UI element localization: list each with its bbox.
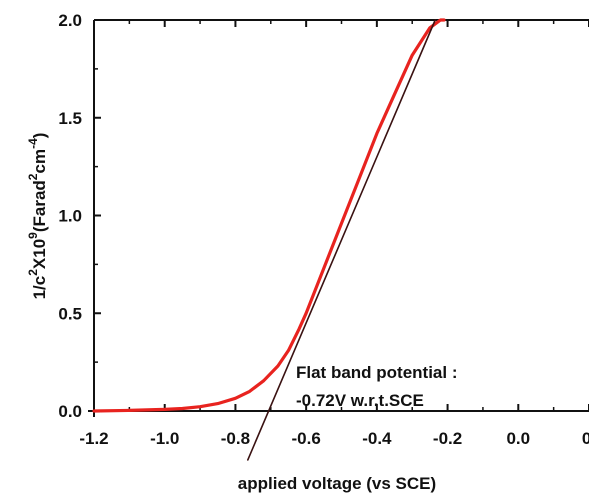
y-axis-title-mid: X10 [30, 239, 49, 269]
measured-curve [92, 18, 446, 413]
plot-axes [88, 19, 589, 417]
x-tick-labels: -1.2 -1.0 -0.8 -0.6 -0.4 -0.2 0.0 0. [79, 429, 589, 448]
y-axis-title-sup4: -4 [26, 138, 40, 149]
x-tick-label: -1.0 [150, 429, 179, 448]
series-layer [92, 18, 446, 461]
y-axis-title-sup1: 2 [26, 269, 40, 276]
y-tick-label: 1.0 [58, 207, 82, 226]
x-axis-title: applied voltage (vs SCE) [238, 474, 436, 493]
annotation-line-1: Flat band potential : [296, 363, 458, 382]
x-tick-label: -0.2 [433, 429, 462, 448]
y-tick-labels: 0.0 0.5 1.0 1.5 2.0 [58, 11, 82, 421]
y-axis-title-paren-close: ) [30, 133, 49, 139]
y-axis-title-sup3: 2 [26, 173, 40, 180]
y-tick-label: 1.5 [58, 109, 82, 128]
x-tick-label: 0.0 [506, 429, 530, 448]
y-tick-label: 0.0 [58, 402, 82, 421]
fit-line [247, 19, 437, 461]
y-tick-label: 0.5 [58, 304, 82, 323]
axis-ticks [93, 19, 589, 412]
x-tick-label: -0.8 [221, 429, 250, 448]
annotation-line-2: -0.72V w.r.t.SCE [296, 391, 424, 410]
y-axis-title-unit: cm [30, 149, 49, 174]
y-axis-title-sup2: 9 [26, 232, 40, 239]
y-axis-title-base: 1/c [30, 276, 49, 300]
x-tick-label: -0.6 [291, 429, 320, 448]
x-tick-label: -0.4 [362, 429, 392, 448]
y-tick-label: 2.0 [58, 11, 82, 30]
y-axis-title-paren-open: (Farad [30, 180, 49, 232]
y-axis-title: 1/c2X109(Farad2cm-4) [26, 133, 49, 300]
x-tick-label: -1.2 [79, 429, 108, 448]
x-tick-label: 0. [582, 429, 589, 448]
